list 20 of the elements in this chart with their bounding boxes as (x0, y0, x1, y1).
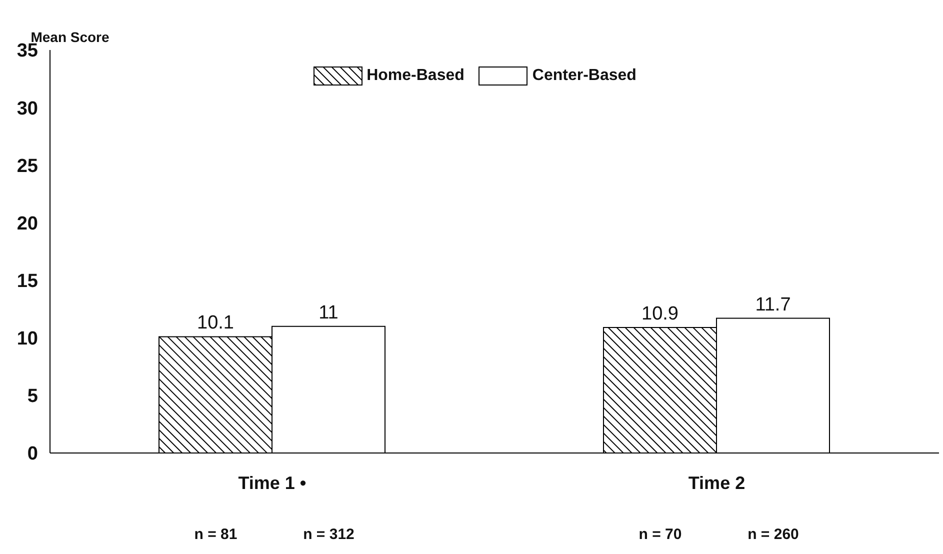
y-tick-label: 15 (16, 271, 38, 292)
y-tick-label: 35 (16, 40, 38, 62)
data-label: 10.1 (197, 312, 234, 334)
y-tick-label: 5 (27, 386, 38, 408)
text: n = 81 (194, 526, 238, 543)
x-tick-label: Time 1 • (238, 473, 306, 493)
data-label: 11.7 (755, 294, 791, 316)
x-tick-label: Time 2 (688, 473, 746, 493)
y-tick-label: 30 (16, 98, 38, 120)
y-tick-label: 0 (27, 444, 38, 465)
y-tick-label: 10 (16, 328, 38, 350)
text: n = 70 (638, 526, 682, 543)
data-label: 11 (318, 302, 338, 324)
text: n = 260 (748, 526, 799, 543)
legend-label: Home-Based (366, 67, 464, 85)
data-label: 10.9 (642, 303, 678, 324)
y-tick-label: 25 (16, 156, 38, 177)
text: n = 312 (303, 526, 354, 543)
legend-label: Center-Based (532, 67, 636, 85)
y-tick-label: 20 (16, 213, 38, 234)
